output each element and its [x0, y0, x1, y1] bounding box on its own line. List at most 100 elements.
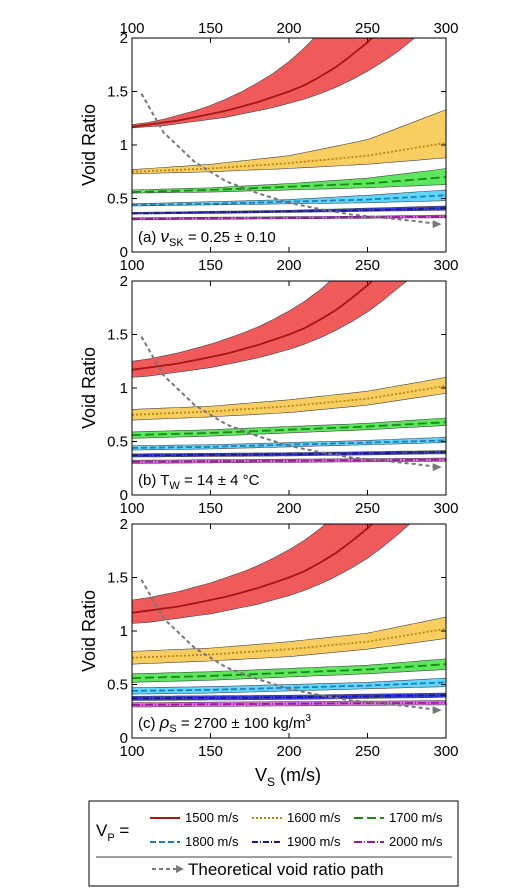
y-axis-label: Void Ratio — [79, 590, 99, 672]
legend-label: 2000 m/s — [389, 834, 443, 849]
legend-path-arrowhead — [176, 865, 184, 873]
x-tick-label-top: 200 — [276, 20, 301, 37]
band-1800ms — [132, 677, 446, 695]
legend-header: VP = — [96, 821, 129, 844]
line-1700ms — [132, 176, 446, 193]
y-tick-label: 1.5 — [107, 84, 128, 101]
y-tick-label: 1.5 — [107, 327, 128, 344]
line-1900ms — [132, 451, 446, 457]
annotation-suffix: = 14 ± 4 °C — [180, 472, 260, 489]
x-tick-label: 200 — [276, 743, 301, 760]
x-tick-label-top: 100 — [119, 20, 144, 37]
line-1500ms — [132, 281, 374, 371]
line-1800ms — [132, 681, 446, 692]
line-1700ms — [132, 421, 446, 436]
x-tick-label-top: 250 — [355, 20, 380, 37]
legend-label: 1700 m/s — [389, 810, 443, 825]
x-tick-label-top: 150 — [198, 20, 223, 37]
band-1600ms — [132, 616, 446, 665]
legend-label: 1600 m/s — [287, 810, 341, 825]
panel-b: 100 150 200 250 300 0 0.5 1 1.5 2 Void Ratio (b) TW… — [79, 273, 459, 517]
y-tick-label: 0 — [120, 487, 128, 504]
x-tick-label: 100 — [119, 257, 144, 274]
line-1600ms — [132, 142, 446, 173]
line-2000ms — [132, 701, 446, 706]
plot-area — [132, 524, 446, 715]
x-tick-label: 250 — [355, 500, 380, 517]
legend: VP = 1500 m/s 1600 m/s 1700 m/s 1800 m/s 1900… — [88, 800, 459, 887]
y-tick-label: 0.5 — [107, 191, 128, 208]
panel-annotation: (c) ρS = 2700 ± 100 kg/m3 — [138, 713, 312, 735]
line-1800ms — [132, 194, 446, 206]
path-arrowhead — [432, 706, 442, 715]
band-1700ms — [132, 168, 446, 194]
band-1500ms — [132, 281, 408, 378]
x-axis-label: VS (m/s) — [255, 765, 321, 789]
line-1600ms — [132, 628, 446, 659]
path-arrowhead — [432, 463, 442, 472]
y-tick-label: 0.5 — [107, 677, 128, 694]
y-tick-label: 1.5 — [107, 570, 128, 587]
plot-area — [132, 281, 446, 472]
line-1500ms — [132, 38, 374, 128]
plot-area — [132, 38, 446, 229]
line-1600ms — [132, 385, 446, 416]
annotation-subscript: W — [169, 480, 180, 492]
y-tick-label: 2 — [120, 273, 128, 290]
band-1800ms — [132, 189, 446, 207]
annotation-prefix: (a) — [138, 229, 161, 246]
line-1500ms — [132, 524, 374, 614]
line-1700ms — [132, 663, 446, 679]
legend-box — [88, 800, 459, 887]
annotation-subscript: SK — [169, 237, 184, 249]
y-tick-label: 0 — [120, 244, 128, 261]
y-tick-label: 1 — [120, 380, 128, 397]
line-1800ms — [132, 439, 446, 449]
y-tick-label: 2 — [120, 516, 128, 533]
line-2000ms — [132, 215, 446, 220]
x-tick-label: 200 — [276, 500, 301, 517]
theoretical-path — [140, 336, 440, 469]
path-arrowhead — [432, 220, 442, 229]
y-tick-label: 1 — [120, 623, 128, 640]
x-tick-label: 200 — [276, 257, 301, 274]
y-tick-label: 2 — [120, 30, 128, 47]
x-tick-label: 150 — [198, 257, 223, 274]
annotation-prefix: (b) T — [138, 472, 169, 489]
panel-annotation: (a) νSK = 0.25 ± 0.10 — [138, 227, 276, 249]
legend-header-sub: P — [107, 832, 114, 844]
x-label-sub: S — [267, 775, 275, 789]
band-1700ms — [132, 417, 446, 439]
legend-header-eq: = — [115, 821, 130, 840]
x-tick-label: 300 — [433, 257, 458, 274]
legend-label: 1900 m/s — [287, 834, 341, 849]
panel-a: 100 100 150 150 200 200 250 250 300 300 0 0.5 1 1.5 2 V… — [79, 20, 459, 274]
band-1800ms — [132, 436, 446, 451]
legend-header-main: V — [96, 821, 108, 840]
theoretical-path — [140, 579, 440, 712]
annotation-symbol: ρ — [159, 713, 170, 732]
annotation-prefix: (c) — [138, 715, 160, 732]
band-1600ms — [132, 376, 446, 421]
legend-path-label: Theoretical void ratio path — [188, 860, 384, 879]
x-tick-label: 250 — [355, 257, 380, 274]
legend-label: 1500 m/s — [185, 810, 239, 825]
line-1900ms — [132, 694, 446, 700]
legend-label: 1800 m/s — [185, 834, 239, 849]
theoretical-path — [140, 93, 440, 226]
y-axis-label: Void Ratio — [79, 347, 99, 429]
x-label-main: V — [255, 765, 267, 785]
x-tick-label: 300 — [433, 500, 458, 517]
y-tick-label: 0.5 — [107, 434, 128, 451]
x-tick-label: 300 — [433, 743, 458, 760]
annotation-suffix: = 2700 ± 100 kg/m — [177, 715, 306, 732]
x-label-unit: (m/s) — [275, 765, 321, 785]
annotation-superscript: 3 — [306, 713, 312, 724]
annotation-suffix: = 0.25 ± 0.10 — [184, 229, 276, 246]
line-2000ms — [132, 458, 446, 463]
x-tick-label: 100 — [119, 743, 144, 760]
x-tick-label: 150 — [198, 500, 223, 517]
line-1900ms — [132, 207, 446, 215]
